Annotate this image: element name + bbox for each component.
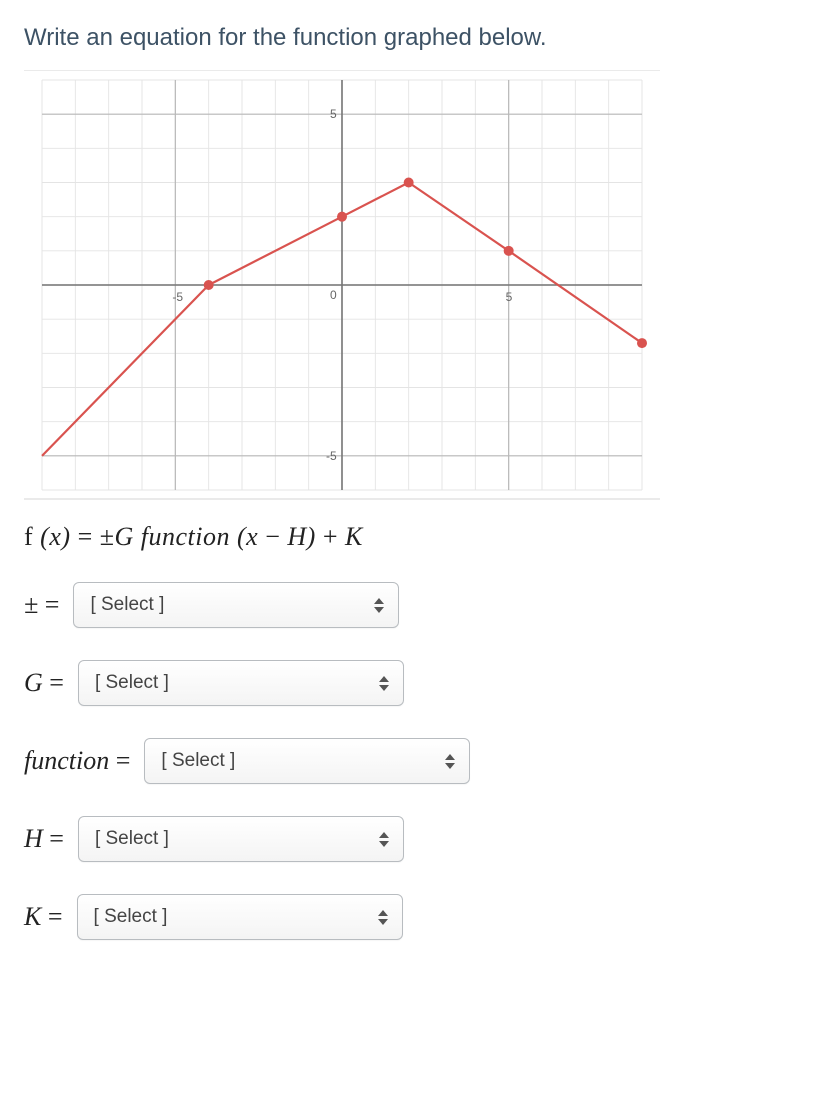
select-placeholder: [ Select ] [90,594,164,616]
answer-fields: ± = [ Select ] G = [ Select ] function = [ Se… [24,582,796,940]
select-placeholder: [ Select ] [161,750,235,772]
field-label: G = [24,668,64,698]
chevron-updown-icon [445,754,455,769]
select-placeholder: [ Select ] [95,828,169,850]
chevron-updown-icon [379,676,389,691]
field-label: function = [24,746,130,776]
function-graph: -5 5 5 -5 0 [24,70,660,500]
field-row: H = [ Select ] [24,816,796,862]
select-placeholder: [ Select ] [95,672,169,694]
select-dropdown[interactable]: [ Select ] [73,582,399,628]
chevron-updown-icon [374,598,384,613]
field-label: K = [24,902,63,932]
formula-template: f (x) = ±G function (x − H) + K [24,522,796,552]
select-dropdown[interactable]: [ Select ] [144,738,470,784]
svg-text:5: 5 [330,107,337,121]
field-row: ± = [ Select ] [24,582,796,628]
graph-svg: -5 5 5 -5 0 [24,70,660,500]
svg-text:-5: -5 [326,449,337,463]
field-row: G = [ Select ] [24,660,796,706]
select-dropdown[interactable]: [ Select ] [78,816,404,862]
chevron-updown-icon [379,832,389,847]
field-row: function = [ Select ] [24,738,796,784]
svg-text:5: 5 [506,290,513,304]
svg-text:0: 0 [330,288,337,302]
field-label: H = [24,824,64,854]
select-dropdown[interactable]: [ Select ] [78,660,404,706]
field-label: ± = [24,590,59,620]
chevron-updown-icon [378,910,388,925]
select-dropdown[interactable]: [ Select ] [77,894,403,940]
field-row: K = [ Select ] [24,894,796,940]
svg-text:-5: -5 [172,290,183,304]
question-prompt: Write an equation for the function graph… [24,24,796,52]
select-placeholder: [ Select ] [94,906,168,928]
